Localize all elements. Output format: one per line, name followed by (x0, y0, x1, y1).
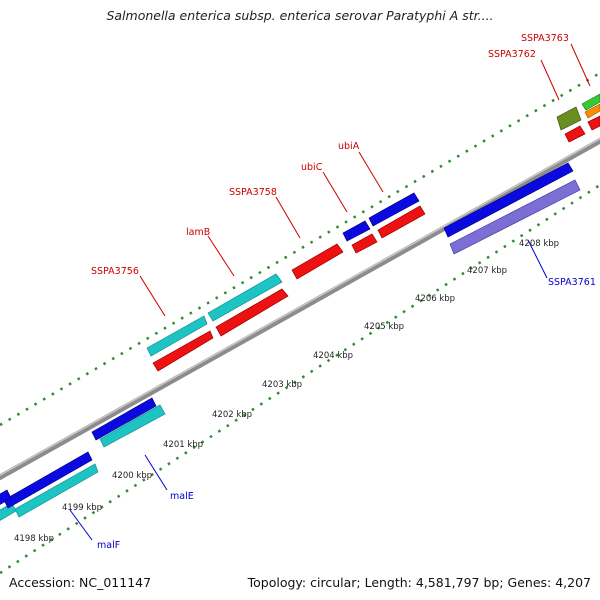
tick-label: 4207 kbp (467, 266, 507, 276)
accession-text: Accession: NC_011147 (9, 575, 152, 590)
gene-label[interactable]: SSPA3756 (91, 266, 139, 277)
gene-label[interactable]: malF (97, 540, 120, 551)
gene-arrow-red[interactable] (564, 125, 586, 143)
gene-arrow-blue[interactable] (368, 192, 420, 227)
tick-label: 4202 kbp (212, 410, 252, 420)
gene-labels: SSPA3756 lamB SSPA3758 ubiC ubiA SSPA376… (91, 33, 596, 551)
gene-arrow-blue[interactable] (443, 162, 574, 238)
gene-label[interactable]: SSPA3763 (521, 33, 569, 44)
gene-label[interactable]: SSPA3761 (548, 277, 596, 288)
tick-label: 4199 kbp (62, 503, 102, 513)
gene-arrow-purple[interactable] (449, 179, 581, 255)
gene-arrow-cyan[interactable] (0, 502, 17, 521)
gene-arrow-olive[interactable] (556, 106, 582, 131)
gene-arrow-blue[interactable] (0, 489, 12, 505)
genome-backbone (0, 137, 600, 481)
gene-arrow-red[interactable] (215, 288, 289, 337)
gene-label[interactable]: SSPA3758 (229, 187, 277, 198)
gene-arrow-cyan[interactable] (99, 404, 166, 448)
gene-arrow-blue[interactable] (91, 397, 157, 441)
leader-line (207, 235, 235, 277)
leader-line (139, 275, 166, 317)
leader-line (527, 239, 548, 279)
tick-track-outer (0, 71, 600, 427)
genome-backbone-highlight (0, 137, 600, 477)
tick-labels: 4198 kbp 4199 kbp 4200 kbp 4201 kbp 4202… (14, 239, 559, 544)
gene-arrow-red[interactable] (587, 115, 600, 131)
gene-arrow-red[interactable] (377, 205, 426, 239)
leader-line (144, 454, 168, 491)
tick-label: 4204 kbp (313, 351, 353, 361)
leader-line (69, 509, 93, 541)
tick-track-inner (0, 183, 600, 575)
gene-arrow-blue[interactable] (3, 451, 93, 509)
tick-label: 4203 kbp (262, 380, 302, 390)
tick-label: 4200 kbp (112, 471, 152, 481)
gene-label[interactable]: ubiA (338, 141, 360, 152)
forward-genes (0, 93, 600, 521)
leader-line (570, 43, 591, 87)
tick-label: 4206 kbp (415, 294, 455, 304)
gene-arrow-red[interactable] (152, 330, 214, 372)
reverse-genes (0, 162, 581, 509)
leader-line (322, 171, 348, 213)
tick-label: 4208 kbp (519, 239, 559, 249)
gene-arrow-blue[interactable] (342, 220, 371, 242)
gene-label[interactable]: SSPA3762 (488, 49, 536, 60)
tick-label: 4201 kbp (163, 440, 203, 450)
gene-arrow-cyan[interactable] (146, 315, 208, 357)
gene-arrow-red[interactable] (351, 233, 378, 254)
leader-line (540, 59, 560, 101)
leader-line (358, 151, 384, 193)
tick-label: 4205 kbp (364, 322, 404, 332)
tick-label: 4198 kbp (14, 534, 54, 544)
genome-title: Salmonella enterica subsp. enterica sero… (106, 8, 494, 23)
gene-label[interactable]: ubiC (301, 162, 323, 173)
gene-arrow-green[interactable] (581, 93, 600, 111)
gene-arrow-cyan[interactable] (14, 463, 99, 518)
gene-label[interactable]: lamB (186, 227, 210, 238)
genome-summary-text: Topology: circular; Length: 4,581,797 bp… (247, 575, 591, 590)
gene-arrow-orange[interactable] (584, 103, 600, 119)
label-leaders (69, 43, 591, 541)
gene-label[interactable]: malE (170, 491, 194, 502)
gene-arrow-cyan[interactable] (207, 273, 283, 322)
leader-line (275, 196, 301, 239)
gene-arrow-red[interactable] (291, 243, 344, 280)
